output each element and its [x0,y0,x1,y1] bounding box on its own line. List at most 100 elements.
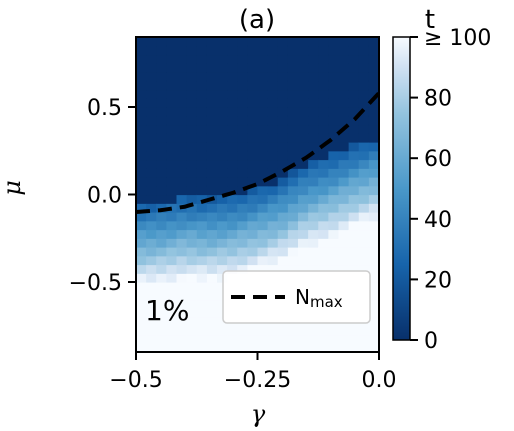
heatmap-cell [156,80,167,91]
heatmap-cell [166,273,178,283]
heatmap-cell [186,45,198,56]
heatmap-cell [156,168,167,178]
heatmap-cell [308,133,319,143]
heatmap-cell [348,115,360,126]
heatmap-cell [328,150,340,161]
heatmap-cell [267,115,279,126]
heatmap-cell [237,168,248,178]
heatmap-cell [176,264,188,274]
heatmap-cell [358,185,370,196]
heatmap-cell [287,220,299,231]
heatmap-cell [136,334,147,344]
heatmap-cell [287,325,299,336]
heatmap-cell [196,115,208,126]
heatmap-cell [318,54,329,64]
heatmap-cell [298,63,309,73]
heatmap-cell [328,203,340,213]
heatmap-cell [257,37,269,47]
heatmap-cell [348,343,360,352]
heatmap-cell [136,37,147,47]
heatmap-cell [328,325,340,336]
heatmap-cell [176,133,188,143]
x-tick-label: −0.5 [109,368,162,393]
heatmap-cell [328,220,340,231]
heatmap-cell [338,238,350,248]
heatmap-cell [156,150,167,161]
heatmap-cell [318,168,329,178]
heatmap-cell [257,325,269,336]
heatmap-cell [136,264,147,274]
heatmap-cell [146,282,157,292]
heatmap-cell [358,212,370,222]
heatmap-cell [368,185,379,196]
heatmap-cell [227,133,238,143]
heatmap-cell [206,63,218,73]
heatmap-cell [166,45,178,56]
x-tick-label: 0.0 [362,368,397,393]
heatmap-cell [338,80,350,91]
heatmap-cell [338,334,350,344]
heatmap-cell [156,159,167,169]
heatmap-cell [318,124,329,134]
heatmap-cell [176,177,188,187]
heatmap-cell [206,220,218,231]
heatmap-cell [257,159,269,169]
heatmap-cell [146,72,157,82]
heatmap-cell [257,168,269,178]
heatmap-cell [308,115,319,126]
heatmap-cell [237,343,248,352]
heatmap-cell [368,203,379,213]
heatmap-cell [196,142,208,152]
heatmap-cell [308,80,319,91]
heatmap-cell [247,343,259,352]
heatmap-cell [237,177,248,187]
heatmap-cell [267,185,279,196]
heatmap-cell [298,98,309,108]
heatmap-cell [338,177,350,187]
heatmap-cell [298,185,309,196]
heatmap-cell [156,343,167,352]
heatmap-cell [287,133,299,143]
heatmap-cell [318,203,329,213]
heatmap-cell [298,177,309,187]
heatmap-cell [277,194,289,204]
heatmap-cell [166,98,178,108]
heatmap-cell [298,194,309,204]
heatmap-cell [156,142,167,152]
heatmap-cell [287,229,299,239]
heatmap-cell [287,343,299,352]
heatmap-cell [318,37,329,47]
heatmap-cell [277,177,289,187]
heatmap-cell [227,238,238,248]
heatmap-cell [318,255,329,266]
heatmap-cell [176,220,188,231]
heatmap-cell [318,98,329,108]
heatmap-cell [287,264,299,274]
heatmap-cell [196,220,208,231]
heatmap-cell [277,107,289,117]
heatmap-cell [257,185,269,196]
heatmap-cell [267,89,279,99]
heatmap-cell [186,282,198,292]
heatmap-cell [156,299,167,309]
heatmap-cell [247,255,259,266]
heatmap-cell [318,194,329,204]
heatmap-cell [227,220,238,231]
heatmap-cell [267,150,279,161]
heatmap-cell [358,238,370,248]
heatmap-cell [227,124,238,134]
heatmap-cell [247,115,259,126]
heatmap-cell [338,115,350,126]
heatmap-cell [227,80,238,91]
heatmap-cell [227,255,238,266]
heatmap-cell [267,325,279,336]
heatmap-cell [176,168,188,178]
heatmap-cell [267,194,279,204]
heatmap-cell [206,238,218,248]
heatmap-cell [277,72,289,82]
heatmap-cell [156,63,167,73]
heatmap-cell [328,212,340,222]
heatmap-cell [308,124,319,134]
heatmap-cell [298,159,309,169]
heatmap-cell [338,133,350,143]
